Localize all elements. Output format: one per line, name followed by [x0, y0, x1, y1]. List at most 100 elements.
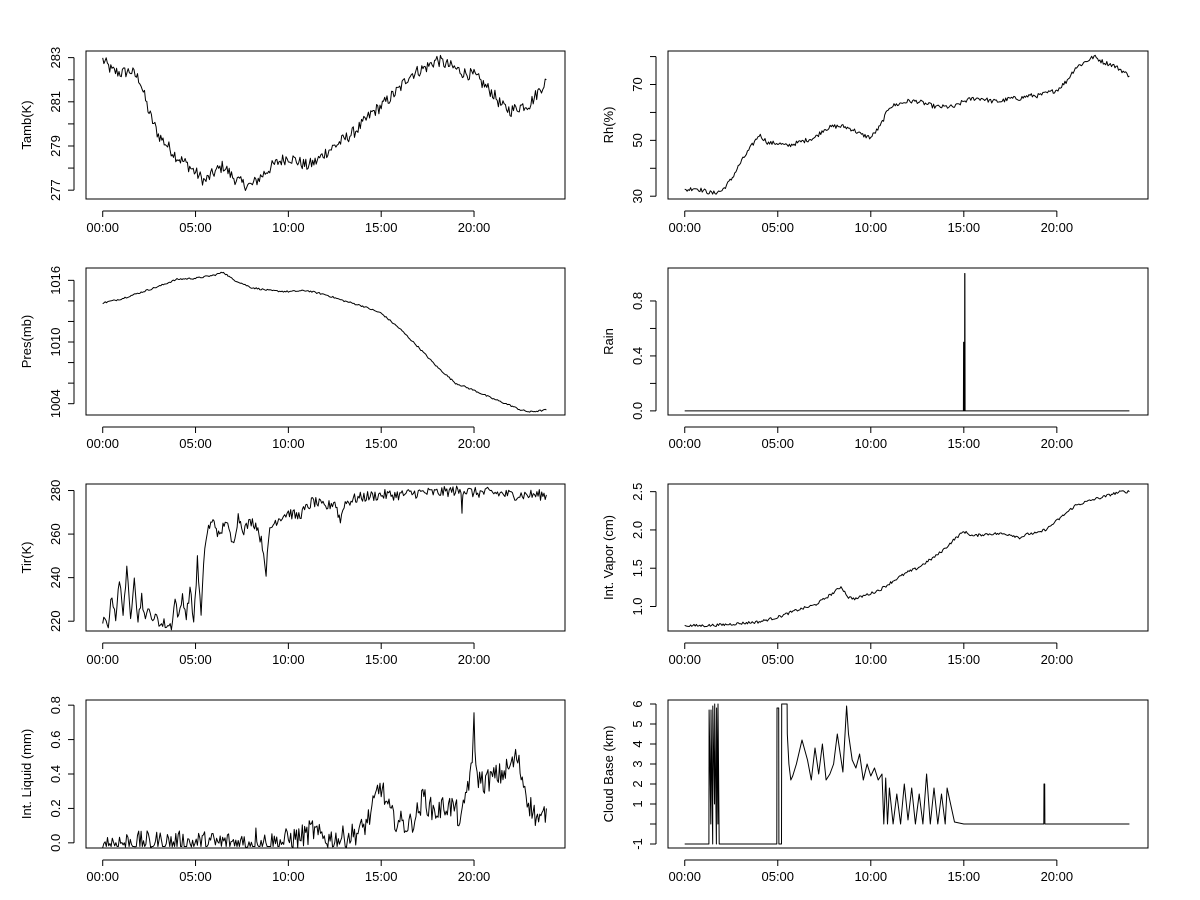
- series-line-1: [684, 54, 1130, 195]
- y-tick-label: 0.4: [630, 347, 645, 365]
- chart-panel-5: 00:00 05:00 10:00 15:00 20:00 220 240 260 280 Tir…: [19, 480, 566, 667]
- y-tick-label: 2.5: [630, 483, 645, 501]
- chart-panel-6: 00:00 05:00 10:00 15:00 20:00 1.0 1.5 2.0 2.5 Int…: [601, 483, 1149, 667]
- x-tick-label: 05:00: [761, 652, 794, 667]
- plot-frame: [667, 699, 1149, 849]
- x-tick-label: 05:00: [179, 869, 212, 884]
- x-tick-label: 00:00: [86, 869, 119, 884]
- x-tick-label: 05:00: [761, 436, 794, 451]
- x-tick-label: 05:00: [761, 869, 794, 884]
- y-axis-label: Pres(mb): [19, 315, 34, 368]
- x-tick-label: 20:00: [1041, 869, 1074, 884]
- y-tick-label: 1.5: [630, 559, 645, 577]
- y-tick-label: 4: [630, 740, 645, 747]
- chart-panel-2: 00:00 05:00 10:00 15:00 20:00 30 50 70 Rh(%): [601, 50, 1149, 235]
- y-axis-label: Int. Liquid (mm): [19, 729, 34, 819]
- plot-frame: [85, 267, 566, 416]
- y-tick-label: 6: [630, 700, 645, 707]
- y-tick-label: 277: [48, 179, 63, 201]
- y-axis-label: Tamb(K): [19, 100, 34, 149]
- plot-frame: [85, 50, 566, 200]
- x-tick-label: 10:00: [855, 436, 888, 451]
- y-tick-label: 2.0: [630, 521, 645, 539]
- x-tick-label: 00:00: [668, 220, 701, 235]
- series-line-1: [684, 273, 1130, 412]
- x-tick-label: 20:00: [458, 652, 491, 667]
- x-tick-label: 15:00: [948, 436, 981, 451]
- x-tick-label: 10:00: [272, 220, 305, 235]
- x-tick-label: 10:00: [272, 869, 305, 884]
- chart-panel-3: 00:00 05:00 10:00 15:00 20:00 1004 1010 1016 Pre…: [19, 266, 566, 451]
- x-tick-label: 20:00: [1041, 220, 1074, 235]
- y-tick-label: -1: [630, 838, 645, 850]
- y-tick-label: 0.6: [48, 731, 63, 749]
- y-axis-label: Int. Vapor (cm): [601, 515, 616, 600]
- x-tick-label: 20:00: [458, 436, 491, 451]
- y-axis-label: Cloud Base (km): [601, 726, 616, 823]
- x-tick-label: 10:00: [855, 220, 888, 235]
- x-tick-label: 05:00: [179, 652, 212, 667]
- y-tick-label: 1016: [48, 266, 63, 295]
- series-line-1: [102, 54, 547, 191]
- chart-panel-4: 00:00 05:00 10:00 15:00 20:00 0.0 0.4 0.8 Rain: [601, 267, 1149, 451]
- x-tick-label: 00:00: [86, 220, 119, 235]
- series-line-1: [684, 703, 1130, 845]
- y-axis-label: Tir(K): [19, 541, 34, 573]
- plot-frame: [85, 483, 566, 632]
- y-tick-label: 1.0: [630, 597, 645, 615]
- y-tick-label: 30: [630, 189, 645, 203]
- y-tick-label: 1: [630, 800, 645, 807]
- series-line-1: [684, 490, 1130, 628]
- chart-panel-7: 00:00 05:00 10:00 15:00 20:00 0.0 0.2 0.4 0.6 0.8…: [19, 696, 566, 884]
- y-axis-label: Rain: [601, 328, 616, 355]
- y-tick-label: 3: [630, 760, 645, 767]
- y-tick-label: 1010: [48, 328, 63, 357]
- y-tick-label: 50: [630, 133, 645, 147]
- y-tick-label: 280: [48, 480, 63, 502]
- y-tick-label: 240: [48, 567, 63, 589]
- x-tick-label: 00:00: [668, 436, 701, 451]
- y-axis-label: Rh(%): [601, 107, 616, 144]
- x-tick-label: 15:00: [365, 869, 398, 884]
- series-line-1: [102, 485, 547, 631]
- x-tick-label: 10:00: [272, 652, 305, 667]
- y-tick-label: 1004: [48, 389, 63, 418]
- x-tick-label: 15:00: [948, 652, 981, 667]
- plot-frame: [667, 267, 1149, 416]
- y-tick-label: 220: [48, 610, 63, 632]
- x-tick-label: 05:00: [179, 436, 212, 451]
- y-tick-label: 0.2: [48, 799, 63, 817]
- y-tick-label: 70: [630, 77, 645, 91]
- x-tick-label: 10:00: [855, 652, 888, 667]
- x-tick-label: 10:00: [272, 436, 305, 451]
- chart-panel-1: 00:00 05:00 10:00 15:00 20:00 277 279 281 283 Tam…: [19, 47, 566, 235]
- y-tick-label: 281: [48, 91, 63, 113]
- plot-frame: [85, 699, 566, 849]
- y-tick-label: 283: [48, 47, 63, 69]
- x-tick-label: 15:00: [948, 220, 981, 235]
- y-tick-label: 0.4: [48, 765, 63, 783]
- x-tick-label: 05:00: [761, 220, 794, 235]
- plot-frame: [667, 483, 1149, 632]
- x-tick-label: 00:00: [86, 436, 119, 451]
- x-tick-label: 10:00: [855, 869, 888, 884]
- x-tick-label: 20:00: [1041, 652, 1074, 667]
- plot-frame: [667, 50, 1149, 200]
- x-tick-label: 15:00: [948, 869, 981, 884]
- x-tick-label: 20:00: [458, 869, 491, 884]
- y-tick-label: 0.8: [630, 292, 645, 310]
- x-tick-label: 15:00: [365, 436, 398, 451]
- x-tick-label: 00:00: [86, 652, 119, 667]
- series-line-1: [102, 712, 547, 849]
- y-tick-label: 0.0: [48, 834, 63, 852]
- y-tick-label: 260: [48, 523, 63, 545]
- x-tick-label: 20:00: [458, 220, 491, 235]
- x-tick-label: 05:00: [179, 220, 212, 235]
- series-line-1: [102, 271, 547, 413]
- y-tick-label: 5: [630, 720, 645, 727]
- chart-panel-8: 00:00 05:00 10:00 15:00 20:00 -1 1 2 3 4 5 6 Cloud B…: [601, 699, 1149, 884]
- x-tick-label: 15:00: [365, 220, 398, 235]
- y-tick-label: 279: [48, 135, 63, 157]
- x-tick-label: 20:00: [1041, 436, 1074, 451]
